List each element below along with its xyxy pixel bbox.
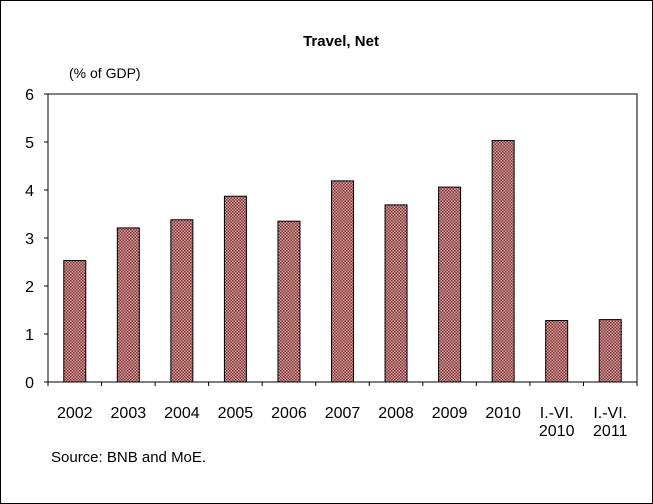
y-unit-label: (% of GDP)	[69, 65, 141, 81]
y-tick-label: 1	[25, 327, 34, 344]
x-tick-label: 2009	[432, 405, 468, 422]
bars	[63, 140, 622, 383]
bar	[170, 219, 194, 383]
x-tick-label: I.-VI.	[540, 405, 574, 422]
y-axis: 0 1 2 3 4 5 6	[25, 87, 48, 392]
y-tick-label: 3	[25, 231, 34, 248]
bar	[63, 260, 87, 383]
x-tick-label: I.-VI.	[593, 405, 627, 422]
x-tick-label: 2005	[218, 405, 254, 422]
y-tick-label: 2	[25, 279, 34, 296]
bar	[491, 140, 515, 383]
bar	[116, 227, 140, 383]
x-tick-label: 2011	[593, 423, 628, 440]
y-tick-label: 5	[25, 135, 34, 152]
x-axis: 2002 2003 2004 2005 2006 2007 2008 2009 2010 I.-V…	[47, 382, 638, 440]
bar	[223, 195, 247, 383]
x-tick-label: 2008	[378, 405, 414, 422]
y-tick-label: 0	[25, 375, 34, 392]
bar	[545, 320, 569, 383]
x-tick-label: 2010	[485, 405, 521, 422]
bar	[598, 319, 622, 383]
x-tick-label: 2002	[57, 405, 93, 422]
x-tick-label: 2004	[164, 405, 200, 422]
y-tick-label: 4	[25, 183, 34, 200]
y-tick-label: 6	[25, 87, 34, 104]
source-note: Source: BNB and MoE.	[51, 449, 206, 466]
bar	[277, 220, 301, 383]
x-tick-label: 2003	[111, 405, 147, 422]
x-tick-label: 2006	[271, 405, 307, 422]
bar	[384, 204, 408, 383]
x-tick-label: 2010	[539, 423, 575, 440]
x-tick-label: 2007	[325, 405, 361, 422]
bar	[438, 186, 462, 383]
bar	[331, 180, 354, 383]
chart-title: Travel, Net	[303, 33, 379, 50]
